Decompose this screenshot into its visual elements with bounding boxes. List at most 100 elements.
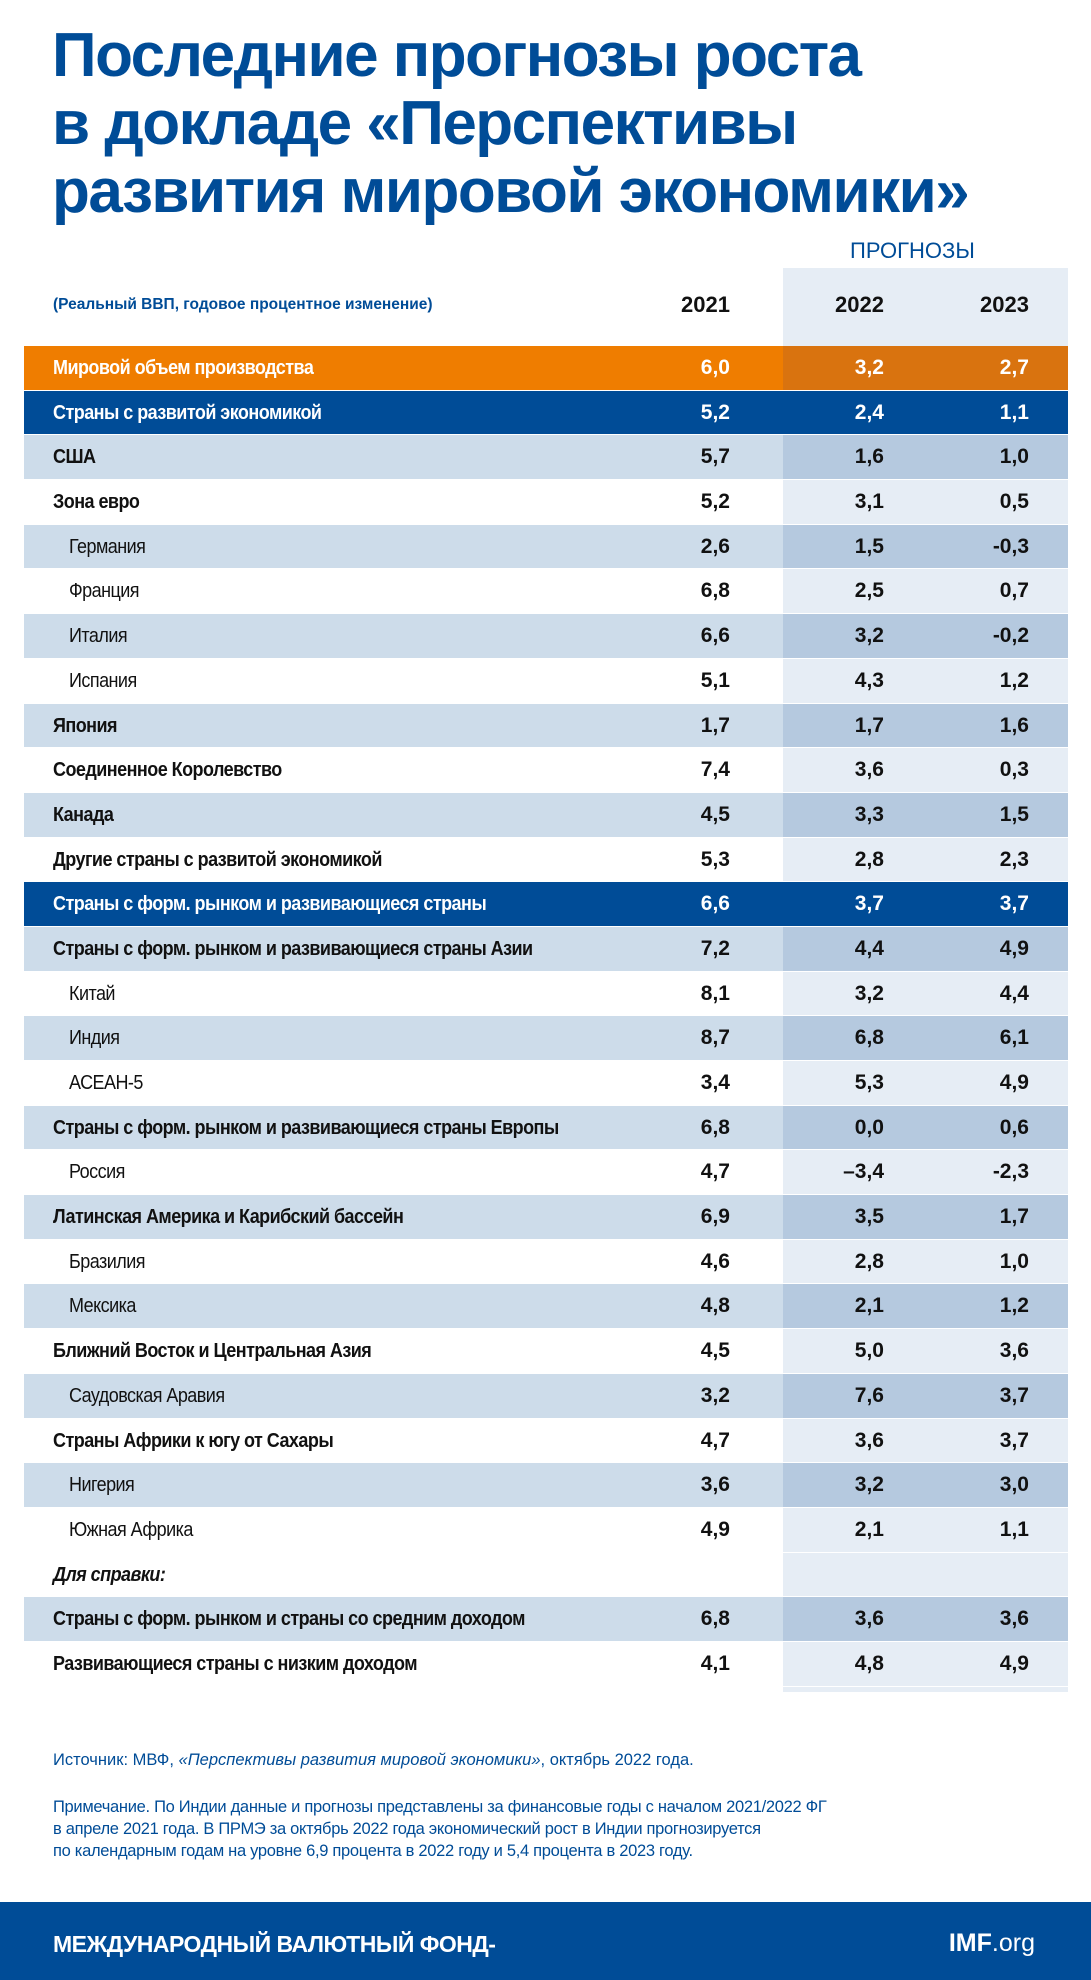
value-2021: 3,4 xyxy=(700,1071,730,1094)
table-row: Бразилия 4,6 2,8 1,0 xyxy=(24,1240,1068,1285)
year-header-2021: 2021 xyxy=(681,292,730,317)
value-2022: 2,1 xyxy=(854,1294,884,1318)
table-row: Испания 5,1 4,3 1,2 xyxy=(24,659,1068,704)
row-label: АСЕАН-5 xyxy=(69,1072,143,1094)
value-2023: 4,9 xyxy=(999,936,1029,960)
row-label: Страны с форм. рынком и развивающиеся ст… xyxy=(53,893,487,916)
table-row: Мировой объем производства 6,0 3,2 2,7 xyxy=(24,346,1068,391)
value-2022: 3,2 xyxy=(854,356,884,379)
table-row: Канада 4,5 3,3 1,5 xyxy=(24,792,1068,838)
value-2022: 3,5 xyxy=(854,1205,884,1229)
forecast-cell-bg xyxy=(783,703,1068,748)
value-2021: 4,6 xyxy=(700,1249,730,1273)
table-row: Страны с форм. рынком и страны со средни… xyxy=(24,1597,1068,1642)
value-2023: 0,3 xyxy=(999,758,1029,782)
forecast-column-band xyxy=(783,268,1068,1692)
value-2022: 7,6 xyxy=(854,1383,884,1407)
value-2022: 2,8 xyxy=(854,1249,884,1273)
value-2021: 3,2 xyxy=(700,1383,730,1407)
value-2023: 3,7 xyxy=(999,1383,1029,1407)
value-2023: 0,7 xyxy=(999,579,1029,603)
table-row: США 5,7 1,6 1,0 xyxy=(24,435,1068,481)
forecast-cell-bg xyxy=(783,1284,1068,1329)
value-2022: 1,6 xyxy=(854,445,884,469)
row-label: Германия xyxy=(69,535,146,558)
footnote-line: в апреле 2021 года. В ПРМЭ за октябрь 20… xyxy=(53,1820,761,1838)
table-row: Страны с форм. рынком и развивающиеся ст… xyxy=(24,926,1068,972)
source-prefix: Источник: МВФ, xyxy=(53,1751,179,1769)
footnote-line: по календарным годам на уровне 6,9 проце… xyxy=(53,1842,693,1860)
title-line: в докладе «Перспективы xyxy=(52,89,798,158)
table-row: Для справки: xyxy=(24,1553,1068,1598)
value-2021: 6,6 xyxy=(700,624,730,648)
value-2022: 4,4 xyxy=(854,936,884,960)
value-2021: 6,8 xyxy=(700,1115,730,1139)
value-2022: –3,4 xyxy=(843,1160,884,1184)
value-2023: 1,2 xyxy=(999,1294,1029,1318)
imf-logo[interactable]: IMF.org xyxy=(949,1929,1035,1958)
value-2023: 0,6 xyxy=(999,1115,1029,1139)
table-row: Германия 2,6 1,5 -0,3 xyxy=(24,524,1068,570)
row-label: Бразилия xyxy=(69,1250,145,1273)
forecast-cell-bg xyxy=(783,524,1068,569)
row-label: Южная Африка xyxy=(69,1518,193,1541)
value-2022: 3,1 xyxy=(854,490,884,514)
table-row: Южная Африка 4,9 2,1 1,1 xyxy=(24,1508,1068,1553)
table-row: Ближний Восток и Центральная Азия 4,5 5,0 3… xyxy=(24,1329,1068,1374)
table-row: Нигерия 3,6 3,2 3,0 xyxy=(24,1463,1068,1508)
value-2021: 6,9 xyxy=(700,1205,730,1229)
value-2021: 2,6 xyxy=(700,534,730,558)
value-2021: 3,6 xyxy=(700,1473,730,1497)
year-header-2023: 2023 xyxy=(980,292,1029,317)
table-subtitle: (Реальный ВВП, годовое процентное измене… xyxy=(53,296,433,313)
source-note: Источник: МВФ, «Перспективы развития мир… xyxy=(53,1751,694,1770)
table-row: Страны с форм. рынком и развивающиеся ст… xyxy=(24,1105,1068,1151)
table-row: Другие страны с развитой экономикой 5,3 2,… xyxy=(24,838,1068,883)
value-2023: 1,7 xyxy=(999,1205,1029,1229)
row-label: Испания xyxy=(69,669,137,692)
value-2022: 2,1 xyxy=(854,1517,884,1541)
value-2023: 4,4 xyxy=(999,981,1029,1005)
row-label: Италия xyxy=(69,625,128,648)
table-row: Соединенное Королевство 7,4 3,6 0,3 xyxy=(24,748,1068,793)
row-label: Ближний Восток и Центральная Азия xyxy=(53,1340,372,1363)
row-label: Китай xyxy=(69,982,115,1005)
value-2022: 3,6 xyxy=(854,1607,884,1631)
value-2021: 4,5 xyxy=(700,802,730,826)
value-2021: 4,1 xyxy=(700,1651,730,1675)
value-2021: 5,1 xyxy=(700,668,730,692)
forecast-cell-bg xyxy=(783,1463,1068,1507)
forecast-cell-bg xyxy=(783,1016,1068,1060)
table-row: Франция 6,8 2,5 0,7 xyxy=(24,569,1068,615)
value-2022: 2,5 xyxy=(854,579,884,603)
value-2023: 2,7 xyxy=(999,356,1029,379)
value-2021: 7,4 xyxy=(700,758,730,782)
value-2022: 2,8 xyxy=(854,847,884,871)
value-2023: 1,1 xyxy=(999,1517,1029,1541)
value-2022: 4,3 xyxy=(854,668,884,692)
value-2021: 5,3 xyxy=(700,847,730,871)
forecast-cell-bg xyxy=(783,1373,1068,1418)
row-label: Зона евро xyxy=(53,491,140,514)
value-2023: 4,9 xyxy=(999,1071,1029,1094)
value-2023: 6,1 xyxy=(999,1026,1029,1050)
forecast-cell-bg xyxy=(783,1105,1068,1150)
value-2022: 0,0 xyxy=(854,1115,884,1139)
footnote-line: Примечание. По Индии данные и прогнозы п… xyxy=(53,1798,827,1816)
table-row: Япония 1,7 1,7 1,6 xyxy=(24,703,1068,749)
value-2022: 4,8 xyxy=(854,1651,884,1675)
row-label: Нигерия xyxy=(69,1474,135,1497)
value-2022: 3,6 xyxy=(854,758,884,782)
growth-table: Мировой объем производства 6,0 3,2 2,7 Стран… xyxy=(24,346,1068,1687)
footer-org-name: МЕЖДУНАРОДНЫЙ ВАЛЮТНЫЙ ФОНД- xyxy=(53,1931,496,1957)
forecast-cell-bg xyxy=(783,435,1068,480)
footnote: Примечание. По Индии данные и прогнозы п… xyxy=(53,1796,1063,1862)
forecast-cell-bg xyxy=(783,1195,1068,1239)
row-label: Страны Африки к югу от Сахары xyxy=(53,1429,334,1452)
table-row: Развивающиеся страны с низким доходом 4,1… xyxy=(24,1642,1068,1687)
row-label: Страны с форм. рынком и развивающиеся ст… xyxy=(53,1116,559,1139)
row-label: Другие страны с развитой экономикой xyxy=(53,848,382,871)
title-line: Последние прогнозы роста xyxy=(52,21,862,90)
table-row: Индия 8,7 6,8 6,1 xyxy=(24,1016,1068,1061)
row-label: Мексика xyxy=(69,1295,136,1318)
